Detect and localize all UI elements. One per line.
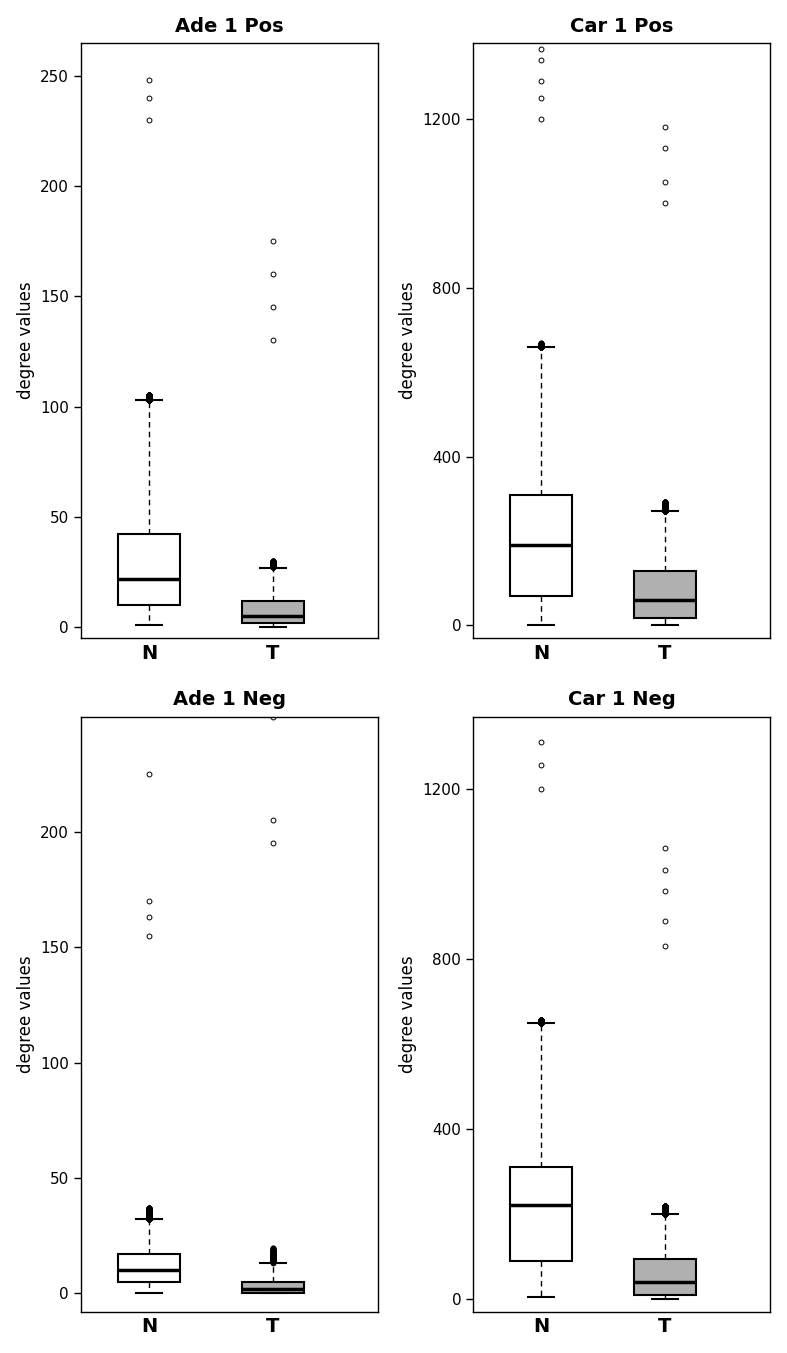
Y-axis label: degree values: degree values: [399, 955, 417, 1073]
Bar: [242, 1281, 304, 1293]
Title: Car 1 Pos: Car 1 Pos: [570, 16, 674, 35]
Title: Ade 1 Neg: Ade 1 Neg: [173, 690, 286, 709]
Bar: [118, 534, 180, 605]
Y-axis label: degree values: degree values: [399, 281, 417, 399]
Bar: [510, 1168, 572, 1261]
Bar: [242, 601, 304, 622]
Bar: [510, 494, 572, 595]
Bar: [634, 571, 696, 618]
Bar: [118, 1254, 180, 1281]
Title: Ade 1 Pos: Ade 1 Pos: [176, 16, 284, 35]
Y-axis label: degree values: degree values: [17, 281, 35, 399]
Title: Car 1 Neg: Car 1 Neg: [567, 690, 675, 709]
Y-axis label: degree values: degree values: [17, 955, 35, 1073]
Bar: [634, 1258, 696, 1295]
